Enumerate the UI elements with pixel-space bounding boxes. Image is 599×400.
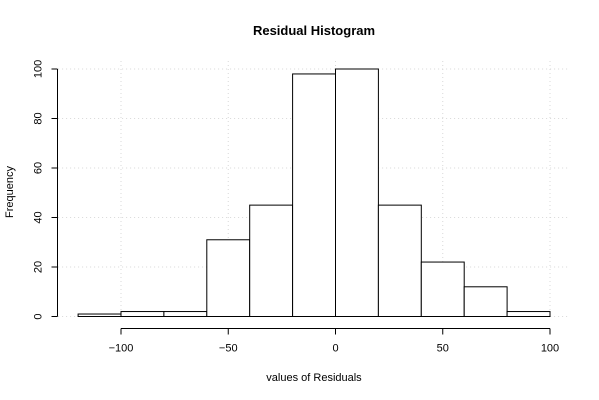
histogram-bar — [292, 73, 337, 317]
x-axis: −100 −50 0 50 100 — [109, 328, 559, 355]
histogram-bar — [77, 313, 122, 317]
y-tick-label: 0 — [33, 313, 45, 319]
chart-title: Residual Histogram — [253, 23, 375, 38]
histogram-bars — [77, 68, 551, 317]
x-tick-label: 100 — [541, 343, 559, 355]
x-axis-label: values of Residuals — [266, 372, 362, 384]
x-tick-label: 50 — [437, 343, 449, 355]
histogram-bar — [463, 286, 508, 317]
x-tick-label: 0 — [332, 343, 338, 355]
histogram-bar — [377, 204, 422, 317]
y-axis-label: Frequency — [4, 166, 16, 218]
histogram-bar — [163, 311, 208, 317]
histogram-bar — [206, 239, 251, 317]
histogram-bar — [249, 204, 294, 317]
histogram-bar — [335, 68, 379, 317]
y-tick-label: 100 — [33, 60, 45, 78]
x-tick-label: −50 — [219, 343, 238, 355]
y-tick-label: 60 — [33, 162, 45, 174]
y-tick-label: 40 — [33, 211, 45, 223]
histogram-bar — [506, 311, 551, 317]
x-tick-label: −100 — [109, 343, 134, 355]
histogram-bar — [120, 311, 165, 317]
y-tick-label: 80 — [33, 112, 45, 124]
y-axis: 0 20 40 60 80 100 — [33, 60, 58, 320]
y-tick-label: 20 — [33, 261, 45, 273]
histogram-bar — [420, 261, 465, 317]
